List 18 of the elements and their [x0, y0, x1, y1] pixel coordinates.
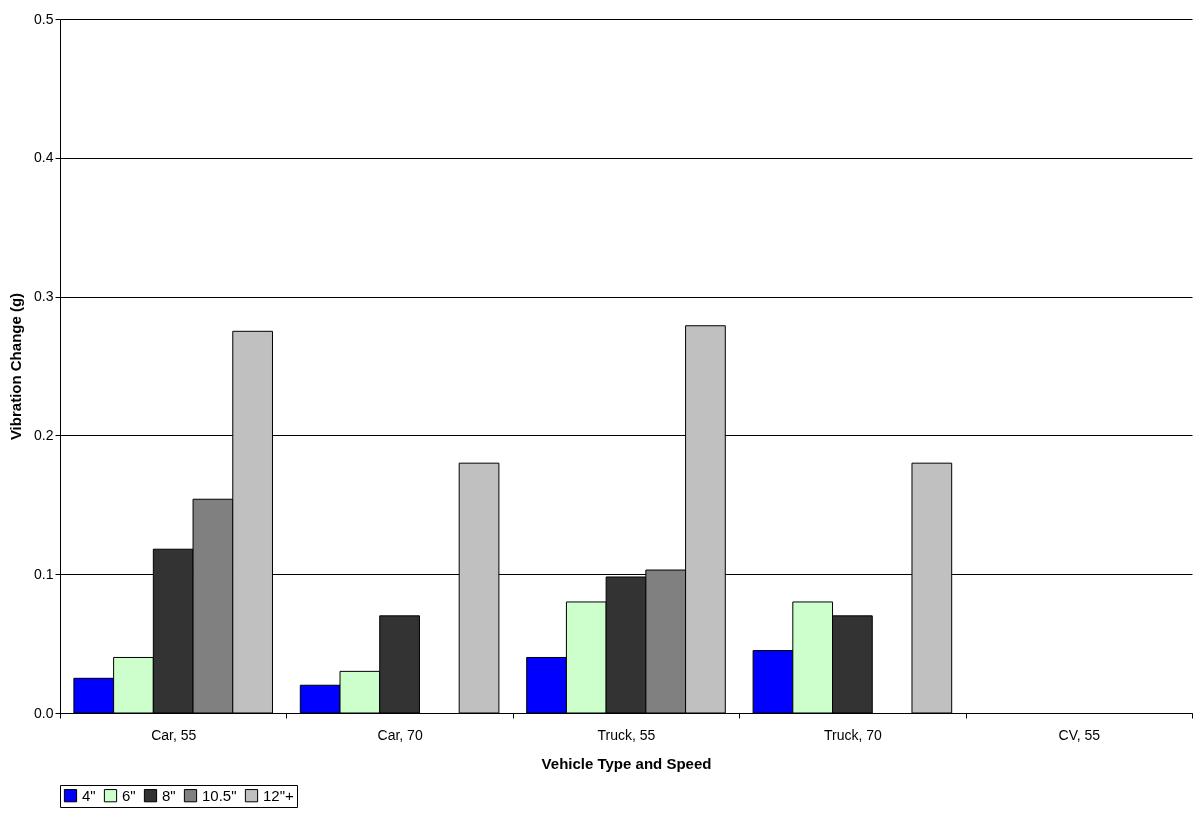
y-tick-label: 0.0: [34, 704, 54, 721]
y-tick-label: 0.5: [34, 10, 54, 27]
y-tick-label: 0.3: [34, 288, 54, 305]
x-tick-label: Car, 55: [151, 726, 197, 743]
legend-label: 6": [122, 786, 136, 804]
legend-label: 8": [162, 786, 176, 804]
y-tick-label: 0.2: [34, 426, 54, 443]
y-axis-title: Vibration Change (g): [7, 292, 25, 441]
x-tick-label: CV, 55: [1058, 726, 1101, 743]
y-tick-label: 0.4: [34, 149, 54, 166]
legend-label: 4": [82, 786, 96, 804]
legend-label: 12"+: [263, 786, 295, 804]
y-tick-label: 0.1: [34, 565, 54, 582]
legend-label: 10.5": [202, 786, 237, 804]
x-tick-label: Truck, 70: [823, 726, 883, 743]
x-axis-title: Vehicle Type and Speed: [541, 754, 712, 772]
x-tick-label: Truck, 55: [597, 726, 656, 743]
x-tick-label: Car, 70: [377, 726, 423, 743]
